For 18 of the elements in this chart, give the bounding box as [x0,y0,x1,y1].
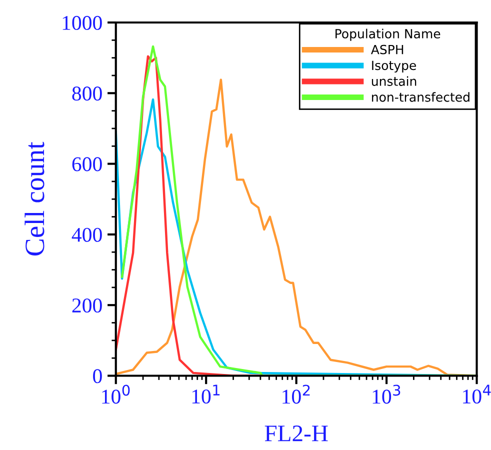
x-tick-label: 10$^{4}$ [463,384,491,404]
y-tick-label: 800 [72,86,102,101]
legend-label: unstain [372,76,416,86]
y-tick-label: 400 [72,228,102,242]
legend-label: ASPH [370,44,404,54]
x-axis-title: FL2-H [264,426,328,442]
y-tick-label: 200 [72,298,102,313]
x-tick-label: 10$^{0}$ [102,384,130,404]
x-tick-label: 10$^{3}$ [372,384,400,404]
y-axis-title: Cell count [24,142,44,256]
y-tick-label: 600 [72,157,102,172]
y-tick-label: 1000 [62,16,102,30]
legend-label: Isotype [372,60,416,73]
legend-title: Population Name [336,28,440,41]
x-tick-label: 10$^{1}$ [192,384,220,404]
y-tick-label: 0 [93,369,102,384]
x-tick-label: 10$^{2}$ [282,384,310,404]
legend-label: non-transfected [372,92,470,102]
